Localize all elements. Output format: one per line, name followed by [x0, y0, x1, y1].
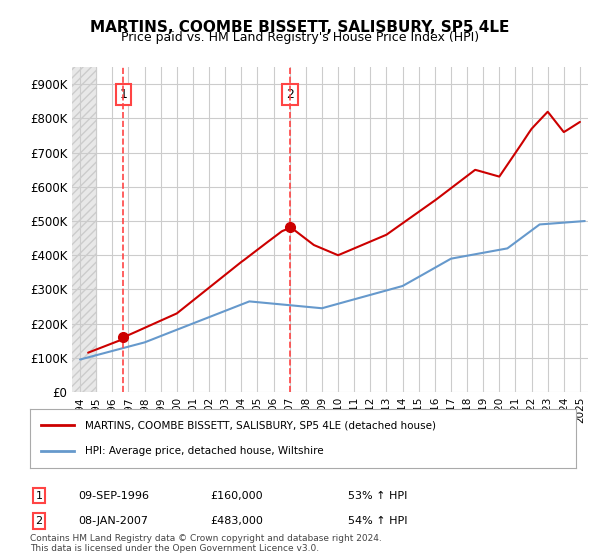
Text: 2: 2 [35, 516, 43, 526]
Text: 2: 2 [286, 88, 294, 101]
Text: £483,000: £483,000 [210, 516, 263, 526]
Text: Price paid vs. HM Land Registry's House Price Index (HPI): Price paid vs. HM Land Registry's House … [121, 31, 479, 44]
Text: 54% ↑ HPI: 54% ↑ HPI [348, 516, 407, 526]
Text: HPI: Average price, detached house, Wiltshire: HPI: Average price, detached house, Wilt… [85, 446, 323, 456]
Text: MARTINS, COOMBE BISSETT, SALISBURY, SP5 4LE (detached house): MARTINS, COOMBE BISSETT, SALISBURY, SP5 … [85, 420, 436, 430]
Text: £160,000: £160,000 [210, 491, 263, 501]
Bar [72, 67, 96, 392]
Text: Contains HM Land Registry data © Crown copyright and database right 2024.
This d: Contains HM Land Registry data © Crown c… [30, 534, 382, 553]
Text: MARTINS, COOMBE BISSETT, SALISBURY, SP5 4LE: MARTINS, COOMBE BISSETT, SALISBURY, SP5 … [91, 20, 509, 35]
Text: 1: 1 [35, 491, 43, 501]
Text: 1: 1 [119, 88, 127, 101]
Text: 08-JAN-2007: 08-JAN-2007 [78, 516, 148, 526]
Text: 09-SEP-1996: 09-SEP-1996 [78, 491, 149, 501]
Text: 53% ↑ HPI: 53% ↑ HPI [348, 491, 407, 501]
